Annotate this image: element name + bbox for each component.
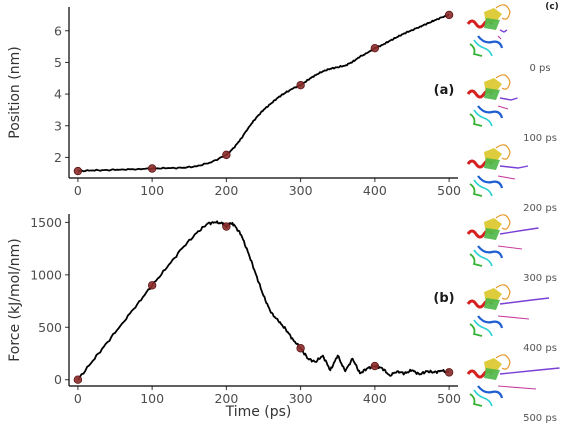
protein-structure-picture xyxy=(466,144,529,197)
force-y-label: Force (kJ/mol/nm) xyxy=(7,238,23,362)
data-marker xyxy=(222,222,231,231)
y-tick-label: 1500 xyxy=(30,215,62,230)
protein-structure-picture xyxy=(466,354,560,407)
data-marker xyxy=(296,81,305,90)
force-y-ticks: 0 500 1000 1500 xyxy=(30,215,69,387)
snapshot-5: 500 ps xyxy=(466,354,560,424)
panel-label-b: (b) xyxy=(433,291,454,306)
data-marker xyxy=(222,150,231,160)
position-x-ticks: 0 100 200 300 400 500 xyxy=(74,178,461,198)
panel-label-a: (a) xyxy=(434,83,455,98)
y-tick-label: 500 xyxy=(38,320,62,335)
data-marker xyxy=(73,375,83,384)
snapshot-time-label: 200 ps xyxy=(523,203,557,214)
snapshot-0: 0 ps xyxy=(466,4,551,74)
x-tick-label: 300 xyxy=(289,391,313,406)
x-tick-label: 300 xyxy=(289,183,313,198)
data-marker xyxy=(73,166,83,176)
x-tick-label: 200 xyxy=(214,183,238,198)
data-marker xyxy=(370,43,380,53)
y-tick-label: 6 xyxy=(54,23,62,38)
y-tick-label: 0 xyxy=(54,372,62,387)
protein-structure-picture xyxy=(466,4,511,57)
x-tick-label: 0 xyxy=(74,183,82,198)
protein-structure-picture xyxy=(466,214,539,267)
protein-structure-picture xyxy=(466,284,550,337)
position-y-ticks: 2 3 4 5 6 xyxy=(54,23,69,165)
y-tick-label: 4 xyxy=(54,87,62,102)
snapshot-time-label: 400 ps xyxy=(523,343,557,354)
data-marker xyxy=(147,164,157,173)
position-chart: 2 3 4 5 6 0 100 200 300 400 500 Position (nm) (a) xyxy=(7,7,461,198)
snapshot-list: 0 ps 100 ps 200 ps 300 ps 400 ps 500 ps xyxy=(466,4,560,424)
force-markers xyxy=(73,222,454,384)
panel-label-c: (c) xyxy=(545,2,559,12)
snapshot-1: 100 ps xyxy=(466,74,557,144)
y-tick-label: 3 xyxy=(54,118,62,133)
data-marker xyxy=(370,361,380,371)
snapshot-time-label: 300 ps xyxy=(523,273,557,284)
data-marker xyxy=(444,10,454,20)
snapshot-time-label: 500 ps xyxy=(523,413,557,424)
time-x-label: Time (ps) xyxy=(225,404,292,420)
position-markers xyxy=(73,10,454,176)
x-tick-label: 400 xyxy=(363,391,387,406)
force-series-line xyxy=(77,220,450,381)
position-y-label: Position (nm) xyxy=(7,46,23,138)
force-x-ticks: 0 100 200 300 400 500 xyxy=(74,386,461,406)
x-tick-label: 500 xyxy=(437,391,461,406)
x-tick-label: 400 xyxy=(363,183,387,198)
snapshot-time-label: 0 ps xyxy=(529,63,550,74)
data-marker xyxy=(147,281,157,290)
data-marker xyxy=(296,344,305,353)
force-chart: 0 500 1000 1500 0 100 200 300 400 500 Force (kJ/… xyxy=(7,214,461,420)
x-tick-label: 100 xyxy=(140,183,164,198)
snapshot-time-label: 100 ps xyxy=(523,133,557,144)
protein-structure-picture xyxy=(466,74,518,127)
snapshot-4: 400 ps xyxy=(466,284,557,354)
x-tick-label: 100 xyxy=(140,391,164,406)
x-tick-label: 0 xyxy=(74,391,82,406)
y-tick-label: 1000 xyxy=(30,267,62,282)
x-tick-label: 200 xyxy=(214,391,238,406)
y-tick-label: 2 xyxy=(54,150,62,165)
data-marker xyxy=(444,368,454,377)
y-tick-label: 5 xyxy=(54,55,62,70)
snapshot-2: 200 ps xyxy=(466,144,557,214)
x-tick-label: 500 xyxy=(437,183,461,198)
snapshot-3: 300 ps xyxy=(466,214,557,284)
position-series-line xyxy=(77,14,450,173)
protein-snapshots: (c) 0 ps 100 ps 200 ps 300 ps 400 ps 500 ps xyxy=(466,2,560,424)
